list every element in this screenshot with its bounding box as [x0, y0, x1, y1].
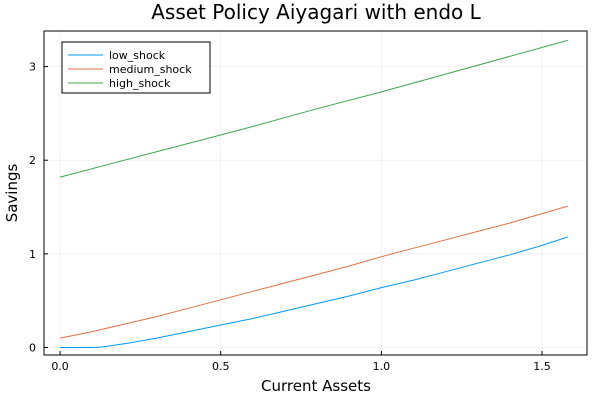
- series: [59, 39, 568, 348]
- y-tick-label: 3: [29, 61, 36, 74]
- legend-label-low_shock: low_shock: [109, 49, 166, 62]
- y-tick-label: 1: [29, 248, 36, 261]
- x-axis-label: Current Assets: [261, 377, 371, 395]
- plot-frame: [43, 30, 588, 356]
- y-axis-label: Savings: [3, 164, 21, 223]
- grid: [44, 31, 587, 355]
- x-ticks: 0.0 0.5 1.0 1.5: [51, 351, 551, 373]
- series-line-low_shock: [60, 236, 568, 348]
- legend-label-medium_shock: medium_shock: [109, 63, 192, 76]
- legend-box: [61, 41, 211, 94]
- y-tick-label: 0: [29, 342, 36, 355]
- x-tick-label: 1.5: [533, 360, 551, 373]
- x-tick-label: 1.0: [373, 360, 391, 373]
- x-tick-label: 0.0: [51, 360, 69, 373]
- x-tick-label: 0.5: [212, 360, 230, 373]
- legend-label-high_shock: high_shock: [109, 77, 171, 90]
- chart-title: Asset Policy Aiyagari with endo L: [151, 0, 481, 24]
- y-ticks: 0 1 2 3: [29, 61, 48, 355]
- series-line-high_shock: [59, 39, 568, 178]
- series-line-medium_shock: [60, 205, 568, 339]
- y-tick-label: 2: [29, 154, 36, 167]
